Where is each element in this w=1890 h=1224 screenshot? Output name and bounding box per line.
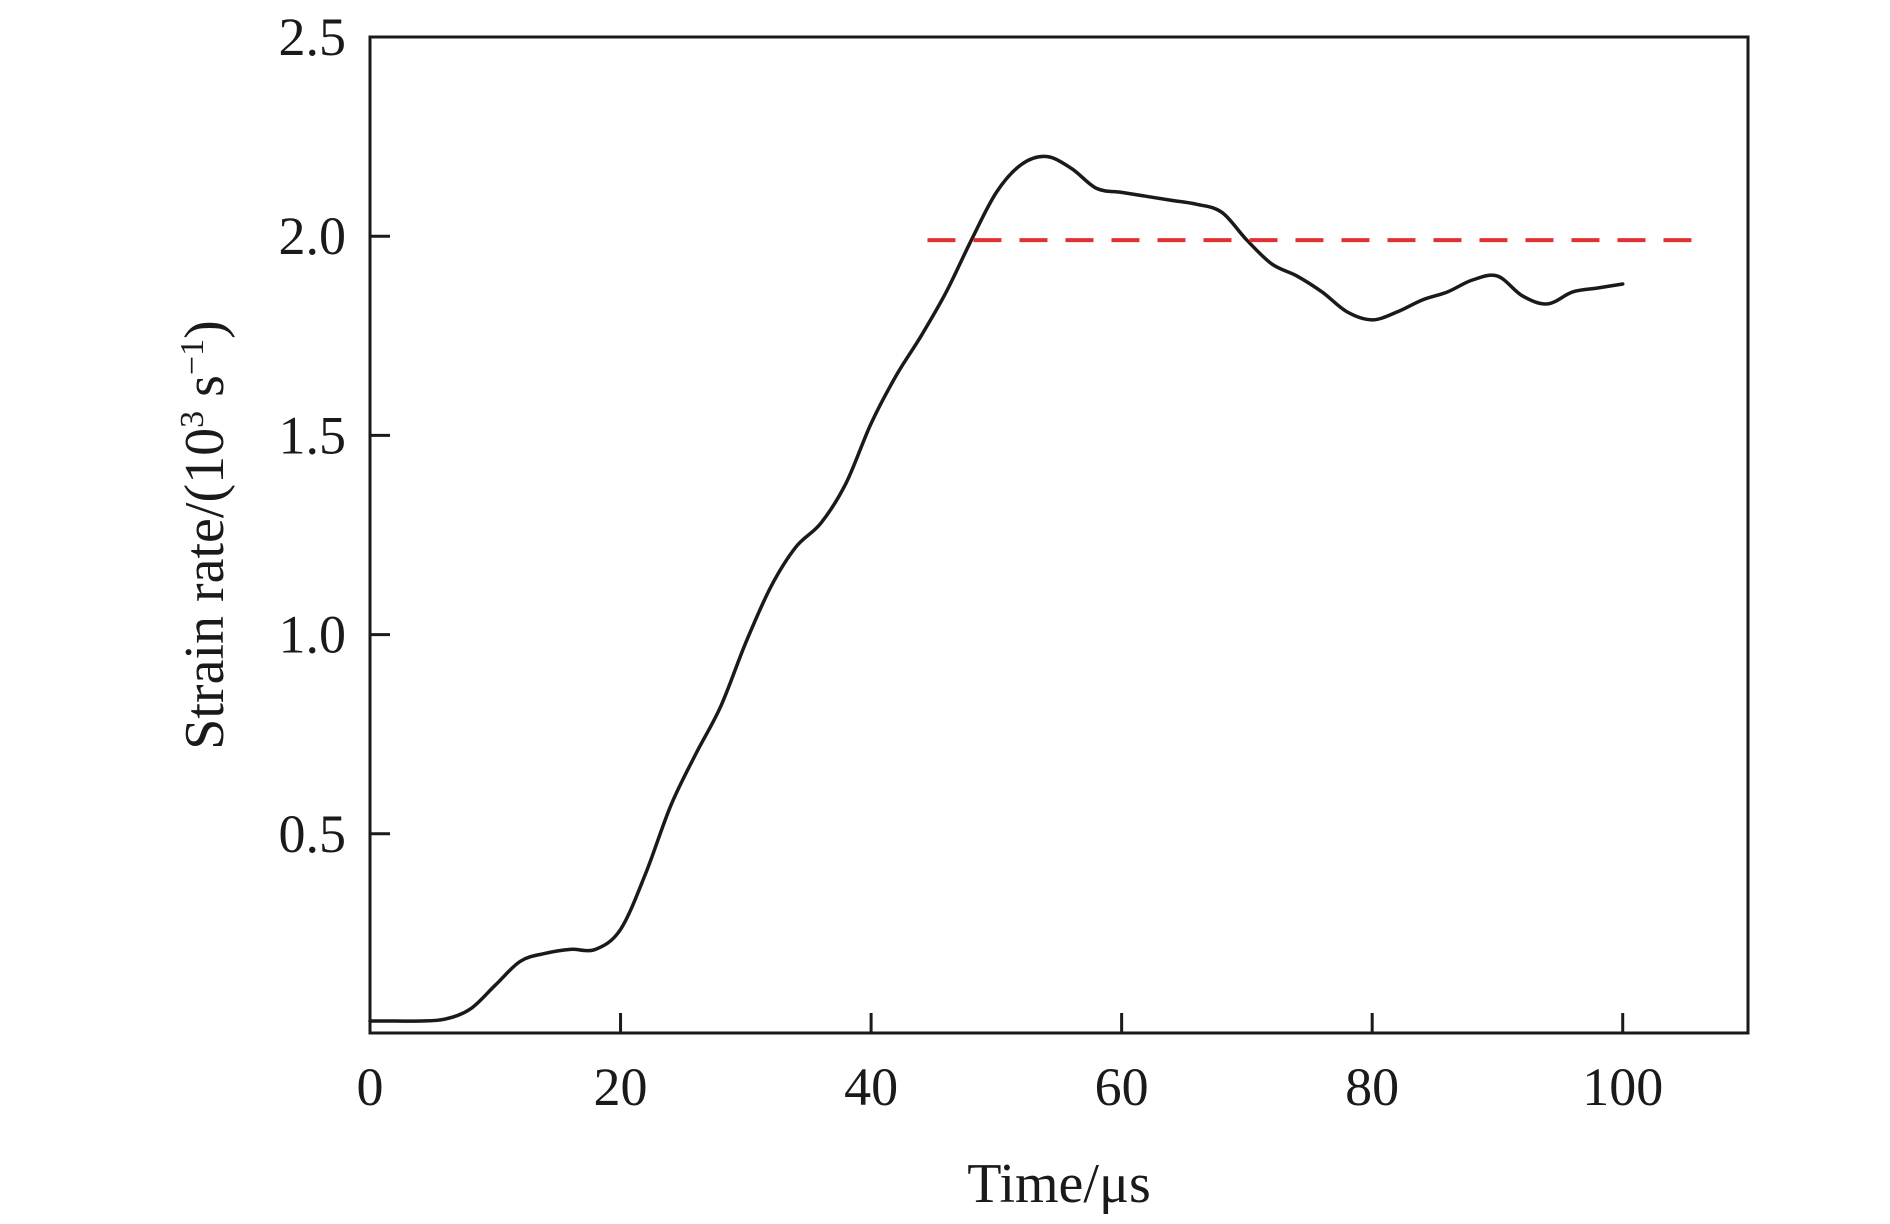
y-axis-title-suffix: ): [174, 320, 236, 339]
series-group: [368, 154, 1705, 1023]
x-tick-label: 20: [594, 1057, 648, 1117]
y-tick-label: 1.5: [279, 405, 347, 465]
x-tick-label: 0: [357, 1057, 384, 1117]
x-tick-label: 80: [1345, 1057, 1399, 1117]
y-axis-title-prefix: Strain rate/(10: [174, 428, 236, 750]
y-axis-title: Strain rate/(103 s−1): [174, 320, 236, 750]
y-tick-label: 1.0: [279, 605, 347, 665]
x-tick-label: 40: [844, 1057, 898, 1117]
y-axis-title-middle: s: [174, 375, 236, 411]
ticks-group: [370, 234, 1625, 1033]
y-tick-label: 2.0: [279, 206, 347, 266]
x-tick-label: 60: [1095, 1057, 1149, 1117]
tick-labels-group: 0 20 40 60 80 100 0.5 1.0 1.5 2.0 2.5: [279, 7, 1664, 1117]
y-axis-title-exponent-1: 3: [174, 411, 211, 428]
y-tick-label: 0.5: [279, 804, 347, 864]
x-tick-label: 100: [1582, 1057, 1663, 1117]
strain-rate-curve: [368, 154, 1625, 1023]
y-tick-label: 2.5: [279, 7, 347, 67]
x-axis-title: Time/μs: [967, 1153, 1151, 1215]
plot-frame: [368, 35, 1750, 1035]
y-axis-title-exponent-2: −1: [174, 339, 211, 375]
